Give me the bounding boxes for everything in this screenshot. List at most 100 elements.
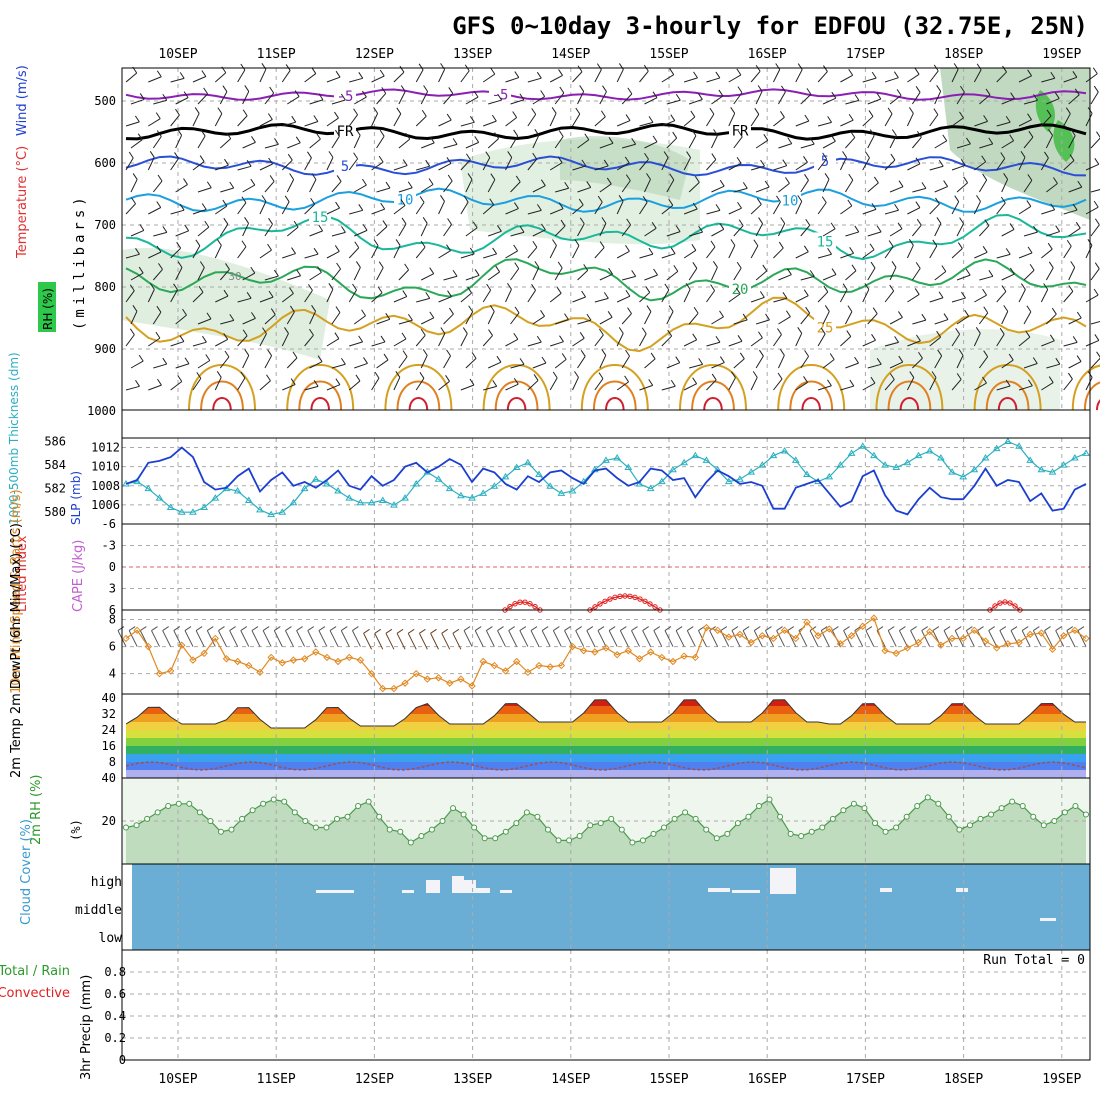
wind-barb (487, 138, 499, 149)
wind-barb (398, 187, 413, 193)
tick-label: 0.8 (104, 965, 126, 979)
wind10m-barb (921, 630, 931, 647)
wind-barbs (125, 63, 1100, 391)
wind-barb-flag (156, 130, 162, 137)
wind-barb (215, 164, 229, 171)
wind10m-point (624, 646, 633, 655)
wind-barb-flag (469, 247, 475, 255)
contour-label-bg (814, 232, 836, 249)
wind-barb (577, 186, 591, 193)
wind-barb (1090, 91, 1099, 105)
wind-barb-flag (128, 151, 134, 159)
wind-barb (1018, 75, 1032, 83)
wind-barb (644, 311, 652, 325)
wind-barb-flag (149, 151, 155, 158)
wind-barb (488, 361, 502, 369)
date-label-bottom: 11SEP (257, 1072, 296, 1087)
wind-barb-flag (1093, 200, 1099, 208)
rh2m-point (903, 813, 910, 820)
wind-barb (420, 355, 428, 369)
date-label-top: 18SEP (944, 47, 983, 62)
wind-barb (219, 356, 230, 369)
wind-barb-flag (889, 373, 895, 380)
cloud-axis-label: Cloud Cover (%) (19, 819, 34, 925)
wind10m-barb (430, 633, 440, 650)
wind-barb (1068, 267, 1076, 281)
wind-barb (845, 231, 859, 237)
wind-barb-flag (328, 151, 334, 158)
wind-barb (622, 275, 636, 281)
wind-barb-flag (379, 129, 385, 137)
wind10m-barb-flag (1044, 626, 1051, 631)
wind-barb-flag (266, 374, 271, 382)
thickness-point (747, 468, 755, 475)
wind-barb-flag (915, 201, 921, 208)
tick-label: 1010 (91, 460, 120, 474)
wind-barb-flag (1003, 173, 1009, 180)
wind-barb (349, 77, 363, 83)
wind-barb (906, 245, 914, 259)
wind10m-point (981, 637, 990, 645)
wind-barb (862, 249, 875, 259)
wind-barb-flag (1005, 115, 1011, 123)
wind-barb (1041, 209, 1055, 215)
wind-barb-flag (463, 195, 469, 203)
wind-barb (130, 311, 138, 325)
wind-barb-flag (405, 132, 411, 140)
wind-barb-flag (693, 71, 698, 79)
wind-barb (304, 385, 319, 391)
wind-barb (147, 289, 155, 303)
wind10m-barb-flag (162, 626, 169, 631)
wind-barb (906, 377, 915, 391)
wind-barb-flag (777, 372, 783, 380)
wind-barb-flag (1094, 334, 1100, 341)
thickness-point (791, 456, 800, 463)
wind10m-barb (619, 630, 629, 647)
precip-grid (122, 950, 1090, 1060)
wind-barb (532, 229, 546, 237)
wind-barb-flag (625, 174, 631, 181)
wind10m-point (211, 634, 220, 643)
tick-label: 16 (102, 739, 116, 753)
wind-barb-flag (378, 155, 384, 163)
wind-barb-flag (199, 261, 205, 268)
wind-barb-flag (965, 268, 971, 276)
contour-label-bg (334, 87, 356, 104)
wind-barb-flag (401, 217, 407, 225)
wind-barb-flag (334, 111, 339, 119)
wind10m-barb (418, 633, 428, 650)
wind-barb-flag (848, 173, 854, 181)
wind-barb (1023, 231, 1038, 237)
wind-barb-flag (894, 336, 900, 343)
wind-barb (978, 179, 988, 193)
wind-barb (197, 226, 210, 237)
contour-label-bg (394, 190, 416, 207)
wind-barb-flag (1048, 129, 1053, 136)
wind10m-barb (854, 630, 864, 647)
wind-barb-flag (781, 85, 786, 93)
wind-barb (577, 139, 590, 149)
wind-barb (616, 250, 630, 259)
wind-barb (510, 312, 520, 325)
tick-label: 0.4 (104, 1009, 126, 1023)
tick-label: 4 (109, 667, 116, 681)
wind-barb (304, 73, 317, 83)
wind10m-barb-flag (731, 626, 739, 631)
wind-barb (978, 356, 989, 369)
wind-barb-flag (849, 247, 855, 254)
wind-barb (912, 319, 926, 325)
wind-barb (840, 385, 854, 391)
thickness-point (1070, 454, 1079, 461)
lifted-index-point (532, 603, 538, 610)
wind-barb-flag (242, 109, 248, 117)
wind-barb (326, 384, 341, 391)
wind10m-point (457, 675, 465, 683)
slp-thickness-lines (122, 437, 1090, 518)
wind-barb (929, 70, 939, 83)
rh2m-point (460, 811, 467, 818)
rh2m-point (977, 815, 984, 822)
rh2m-point (471, 824, 478, 831)
wind-barb-flag (624, 375, 629, 383)
wind-barb-flag (269, 175, 275, 182)
